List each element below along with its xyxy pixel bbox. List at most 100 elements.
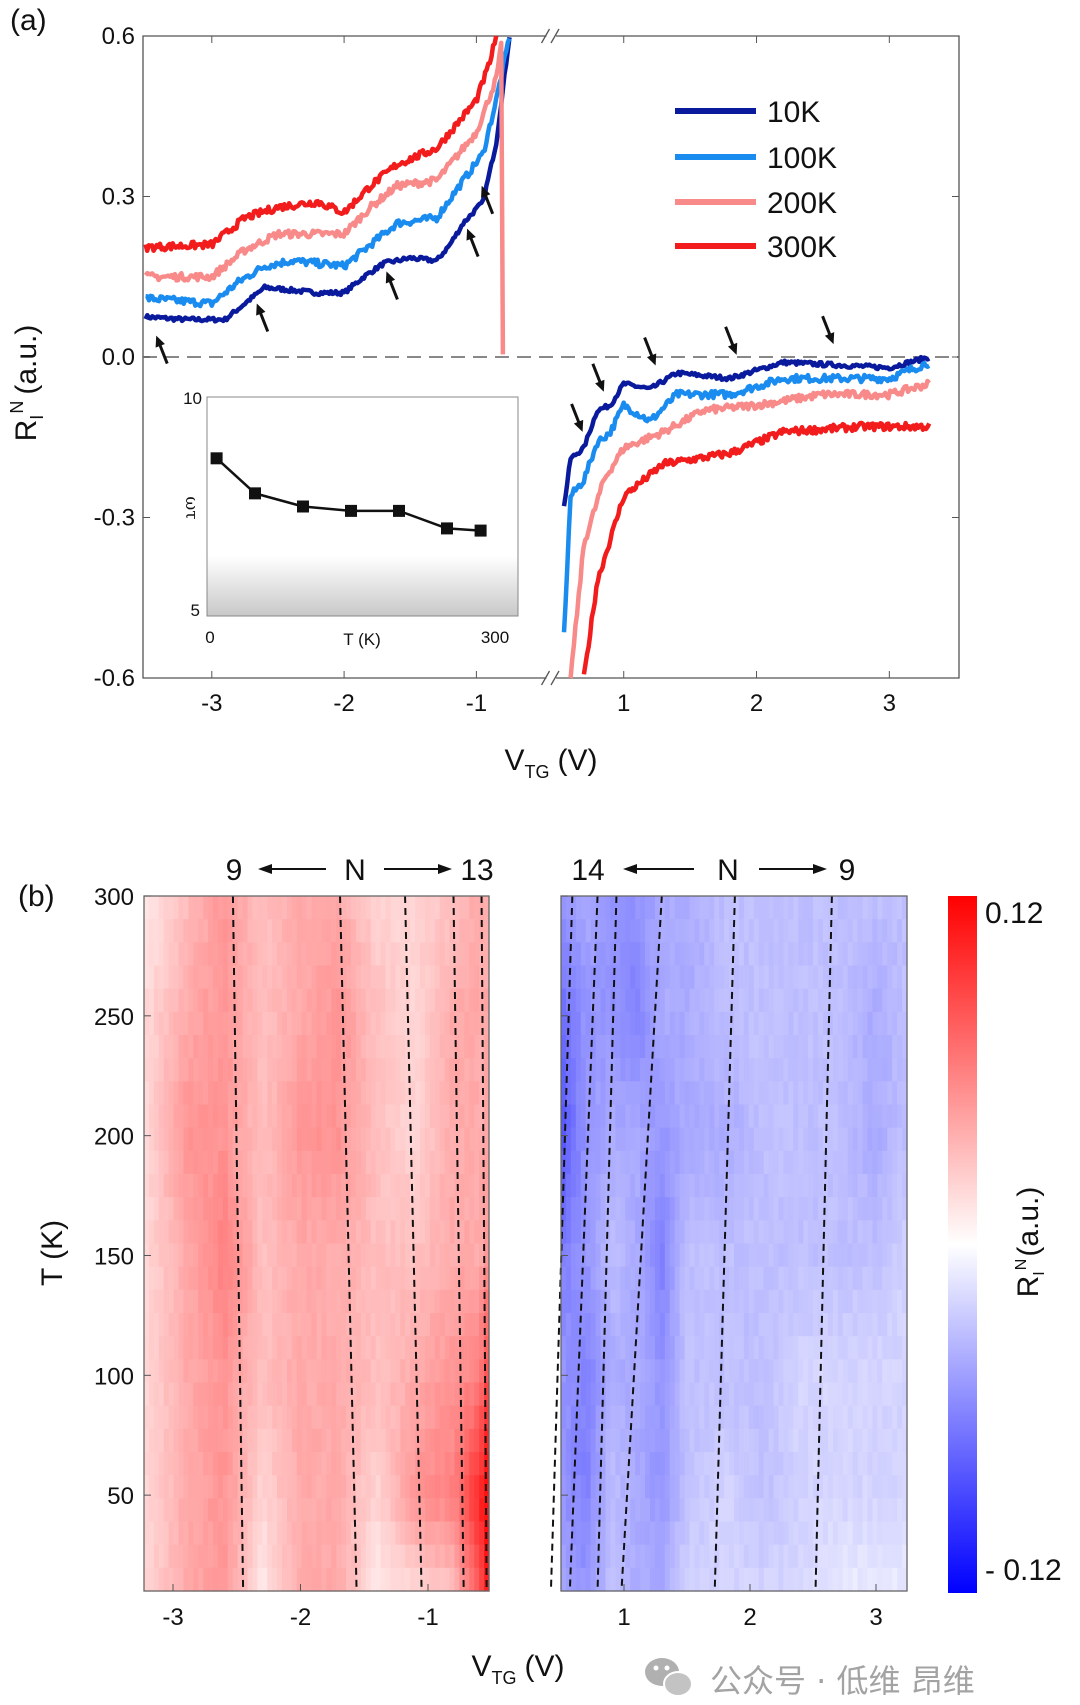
- heatmap-cell: [439, 942, 446, 967]
- heatmap-cell: [847, 1011, 854, 1036]
- heatmap-cell: [837, 1382, 844, 1407]
- heatmap-cell: [415, 1336, 421, 1360]
- heatmap-cell: [257, 1150, 263, 1175]
- heatmap-cell: [316, 1428, 323, 1453]
- heatmap-cell: [719, 1289, 725, 1314]
- heatmap-cell: [565, 1452, 572, 1476]
- heatmap-cell: [743, 1104, 750, 1129]
- heatmap-cell: [877, 1197, 883, 1221]
- heatmap-cell: [208, 1405, 214, 1430]
- heatmap-cell: [410, 1567, 416, 1592]
- heatmap-cell: [585, 1174, 592, 1198]
- heatmap-cell: [144, 1174, 150, 1198]
- heatmap-cell: [872, 1313, 878, 1337]
- heatmap-cell: [395, 1452, 401, 1476]
- heatmap-cell: [793, 1104, 799, 1129]
- heatmap-cell: [395, 1058, 401, 1082]
- heatmap-cell: [282, 1150, 288, 1175]
- heatmap-cell: [758, 1220, 765, 1245]
- heatmap-cell: [262, 1567, 268, 1592]
- heatmap-cell: [630, 1150, 636, 1175]
- heatmap-cell: [222, 1475, 229, 1499]
- heatmap-cell: [208, 1428, 214, 1453]
- heatmap-cell: [232, 1174, 239, 1198]
- heatmap-cell: [158, 1405, 165, 1430]
- heatmap-cell: [595, 1382, 602, 1407]
- heatmap-cell: [753, 1058, 760, 1082]
- heatmap-cell: [852, 942, 859, 967]
- heatmap-cell: [370, 1382, 377, 1407]
- heatmap-cell: [390, 1544, 396, 1569]
- heatmap-cell: [158, 1544, 165, 1569]
- heatmap-cell: [272, 1521, 278, 1546]
- heatmap-cell: [669, 1428, 676, 1453]
- heatmap-cell: [803, 1174, 809, 1198]
- heatmap-cell: [610, 1567, 616, 1592]
- heatmap-cell: [600, 1544, 607, 1569]
- heatmap-cell: [410, 1150, 416, 1175]
- heatmap-cell: [743, 1428, 750, 1453]
- heatmap-cell: [753, 1475, 760, 1499]
- heatmap-cell: [400, 1313, 406, 1337]
- heatmap-cell: [615, 1452, 621, 1476]
- heatmap-cell: [153, 1475, 160, 1499]
- heatmap-cell: [852, 1127, 859, 1152]
- heatmap-cell: [380, 1452, 387, 1476]
- heatmap-cell: [252, 1058, 258, 1082]
- heatmap-cell: [208, 1035, 214, 1059]
- heatmap-cell: [724, 942, 730, 967]
- heatmap-cell: [222, 1197, 229, 1221]
- heatmap-cell: [610, 1197, 616, 1221]
- heatmap-cell: [464, 988, 470, 1013]
- heatmap-cell: [585, 1243, 592, 1268]
- heatmap-cell: [822, 1289, 829, 1314]
- heatmap-cell: [758, 1428, 765, 1453]
- heatmap-cell: [748, 1475, 755, 1499]
- heatmap-cell: [213, 988, 219, 1013]
- heatmap-cell: [565, 1035, 572, 1059]
- heatmap-cell: [390, 1266, 396, 1291]
- heatmap-cell: [153, 1081, 160, 1106]
- heatmap-cell: [669, 896, 676, 920]
- heatmap-cell: [570, 1521, 577, 1546]
- heatmap-cell: [168, 1359, 175, 1384]
- heatmap-cell: [232, 1498, 239, 1523]
- heatmap-cell: [748, 1243, 755, 1268]
- heatmap-cell: [778, 1567, 785, 1592]
- heatmap-cell: [454, 1567, 461, 1592]
- heatmap-cell: [734, 988, 740, 1013]
- heatmap-cell: [575, 1359, 582, 1384]
- heatmap-cell: [822, 1197, 829, 1221]
- heatmap-cell: [590, 1220, 597, 1245]
- heatmap-cell: [852, 965, 859, 990]
- heatmap-cell: [803, 1405, 809, 1430]
- heatmap-cell: [768, 1498, 775, 1523]
- heatmap-cell: [434, 1243, 441, 1268]
- wechat-icon: [645, 1658, 693, 1697]
- heatmap-cell: [897, 1150, 903, 1175]
- heatmap-cell: [575, 1567, 582, 1592]
- heatmap-cell: [862, 942, 869, 967]
- heatmap-cell: [887, 1452, 893, 1476]
- heatmap-cell: [242, 1035, 249, 1059]
- legend-item-100k: 100K: [675, 142, 837, 175]
- heatmap-cell: [178, 1081, 185, 1106]
- heatmap-cell: [738, 1313, 745, 1337]
- heatmap-cell: [709, 1058, 715, 1082]
- heatmap-cell: [144, 1313, 150, 1337]
- heatmap-cell: [600, 1428, 607, 1453]
- heatmap-cell: [872, 919, 878, 943]
- heatmap-cell: [654, 1336, 661, 1360]
- heatmap-cell: [590, 896, 597, 920]
- heatmap-cell: [306, 1266, 313, 1291]
- dashed-guide-line: [620, 895, 663, 1592]
- heatmap-cell: [144, 1150, 150, 1175]
- heatmap-cell: [615, 965, 621, 990]
- heatmap-cell: [615, 1382, 621, 1407]
- heatmap-cell: [449, 942, 456, 967]
- heatmap-cell: [778, 1313, 785, 1337]
- heatmap-cell: [144, 1544, 150, 1569]
- heatmap-cell: [793, 1567, 799, 1592]
- heatmap-cell: [434, 1382, 441, 1407]
- heatmap-cell: [277, 1289, 283, 1314]
